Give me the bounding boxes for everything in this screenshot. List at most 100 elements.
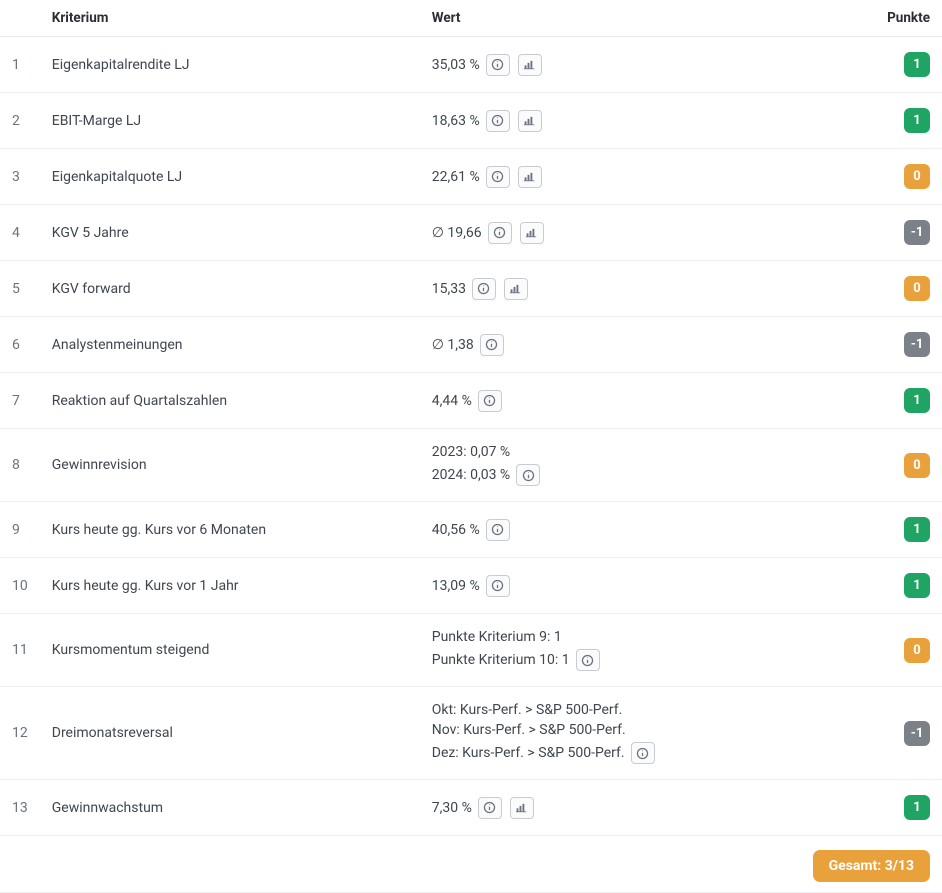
chart-icon[interactable] <box>518 54 542 76</box>
row-index: 9 <box>0 502 40 558</box>
total-row: Gesamt: 3/13 <box>0 836 942 893</box>
score-badge: -1 <box>904 332 930 357</box>
chart-icon[interactable] <box>518 166 542 188</box>
row-index: 4 <box>0 205 40 261</box>
score-badge: -1 <box>904 721 930 746</box>
score-badge: 1 <box>904 517 930 542</box>
value-text: Punkte Kriterium 9: 1 <box>432 629 562 645</box>
row-kriterium: Analystenmeinungen <box>40 317 420 373</box>
info-icon[interactable] <box>486 110 510 132</box>
value-text: ∅ 1,38 <box>432 337 474 353</box>
value-text: 2023: 0,07 % <box>432 444 510 460</box>
score-badge: 1 <box>904 108 930 133</box>
row-wert: 15,33 <box>420 261 872 317</box>
info-icon[interactable] <box>478 797 502 819</box>
col-header-kriterium: Kriterium <box>40 0 420 37</box>
chart-icon[interactable] <box>510 797 534 819</box>
row-wert: 18,63 % <box>420 93 872 149</box>
score-badge: 1 <box>904 795 930 820</box>
row-index: 8 <box>0 429 40 502</box>
value-text: 13,09 % <box>432 578 480 594</box>
row-punkte: 1 <box>872 373 942 429</box>
row-index: 1 <box>0 37 40 93</box>
value-text: 18,63 % <box>432 113 480 129</box>
row-index: 13 <box>0 780 40 836</box>
row-punkte: 1 <box>872 37 942 93</box>
row-kriterium: KGV forward <box>40 261 420 317</box>
value-text: Dez: Kurs-Perf. > S&P 500-Perf. <box>432 745 625 761</box>
info-icon[interactable] <box>576 649 600 671</box>
row-punkte: 0 <box>872 429 942 502</box>
row-kriterium: Dreimonatsreversal <box>40 687 420 780</box>
row-punkte: 1 <box>872 780 942 836</box>
row-punkte: -1 <box>872 687 942 780</box>
row-kriterium: Eigenkapitalquote LJ <box>40 149 420 205</box>
table-row: 8Gewinnrevision 2023: 0,07 % 2024: 0,03 % 0 <box>0 429 942 502</box>
value-text: 15,33 <box>432 281 466 297</box>
row-punkte: 0 <box>872 149 942 205</box>
info-icon[interactable] <box>488 222 512 244</box>
info-icon[interactable] <box>486 575 510 597</box>
info-icon[interactable] <box>631 742 655 764</box>
info-icon[interactable] <box>486 519 510 541</box>
table-row: 5KGV forward 15,33 0 <box>0 261 942 317</box>
info-icon[interactable] <box>486 54 510 76</box>
score-badge: 0 <box>904 276 930 301</box>
value-text: 22,61 % <box>432 169 480 185</box>
row-wert: 4,44 % <box>420 373 872 429</box>
chart-icon[interactable] <box>504 278 528 300</box>
table-row: 9Kurs heute gg. Kurs vor 6 Monaten40,56 … <box>0 502 942 558</box>
col-header-blank <box>0 0 40 37</box>
row-punkte: 1 <box>872 558 942 614</box>
score-badge: 0 <box>904 453 930 478</box>
value-text: Okt: Kurs-Perf. > S&P 500-Perf. <box>432 702 623 718</box>
info-icon[interactable] <box>486 166 510 188</box>
criteria-table: Kriterium Wert Punkte 1Eigenkapitalrendi… <box>0 0 942 893</box>
row-index: 2 <box>0 93 40 149</box>
row-wert: 35,03 % <box>420 37 872 93</box>
row-kriterium: Reaktion auf Quartalszahlen <box>40 373 420 429</box>
score-badge: 1 <box>904 573 930 598</box>
row-punkte: 1 <box>872 502 942 558</box>
table-row: 13Gewinnwachstum7,30 %1 <box>0 780 942 836</box>
value-text: ∅ 19,66 <box>432 225 482 241</box>
row-wert: 7,30 % <box>420 780 872 836</box>
info-icon[interactable] <box>472 278 496 300</box>
value-text: Nov: Kurs-Perf. > S&P 500-Perf. <box>432 722 626 738</box>
row-wert: 22,61 % <box>420 149 872 205</box>
col-header-wert: Wert <box>420 0 872 37</box>
info-icon[interactable] <box>480 334 504 356</box>
table-row: 11Kursmomentum steigendPunkte Kriterium … <box>0 614 942 687</box>
row-kriterium: EBIT-Marge LJ <box>40 93 420 149</box>
row-index: 11 <box>0 614 40 687</box>
info-icon[interactable] <box>516 464 540 486</box>
row-index: 10 <box>0 558 40 614</box>
value-text: 4,44 % <box>432 393 472 409</box>
row-index: 5 <box>0 261 40 317</box>
table-row: 2EBIT-Marge LJ 18,63 % 1 <box>0 93 942 149</box>
row-kriterium: Kursmomentum steigend <box>40 614 420 687</box>
row-kriterium: KGV 5 Jahre <box>40 205 420 261</box>
row-kriterium: Gewinnrevision <box>40 429 420 502</box>
row-wert: 13,09 % <box>420 558 872 614</box>
row-wert: 40,56 % <box>420 502 872 558</box>
total-badge: Gesamt: 3/13 <box>813 850 930 882</box>
score-badge: 1 <box>904 388 930 413</box>
value-text: 7,30 % <box>432 800 472 816</box>
row-punkte: -1 <box>872 317 942 373</box>
row-kriterium: Kurs heute gg. Kurs vor 1 Jahr <box>40 558 420 614</box>
chart-icon[interactable] <box>518 110 542 132</box>
chart-icon[interactable] <box>520 222 544 244</box>
table-row: 6Analystenmeinungen∅ 1,38-1 <box>0 317 942 373</box>
table-row: 12DreimonatsreversalOkt: Kurs-Perf. > S&… <box>0 687 942 780</box>
value-text: 35,03 % <box>432 57 480 73</box>
row-wert: 2023: 0,07 % 2024: 0,03 % <box>420 429 872 502</box>
value-text: 2024: 0,03 % <box>432 467 510 483</box>
row-wert: ∅ 1,38 <box>420 317 872 373</box>
table-row: 4KGV 5 Jahre ∅ 19,66 -1 <box>0 205 942 261</box>
score-badge: 0 <box>904 638 930 663</box>
info-icon[interactable] <box>478 390 502 412</box>
row-punkte: 1 <box>872 93 942 149</box>
row-wert: Punkte Kriterium 9: 1Punkte Kriterium 10… <box>420 614 872 687</box>
row-punkte: -1 <box>872 205 942 261</box>
